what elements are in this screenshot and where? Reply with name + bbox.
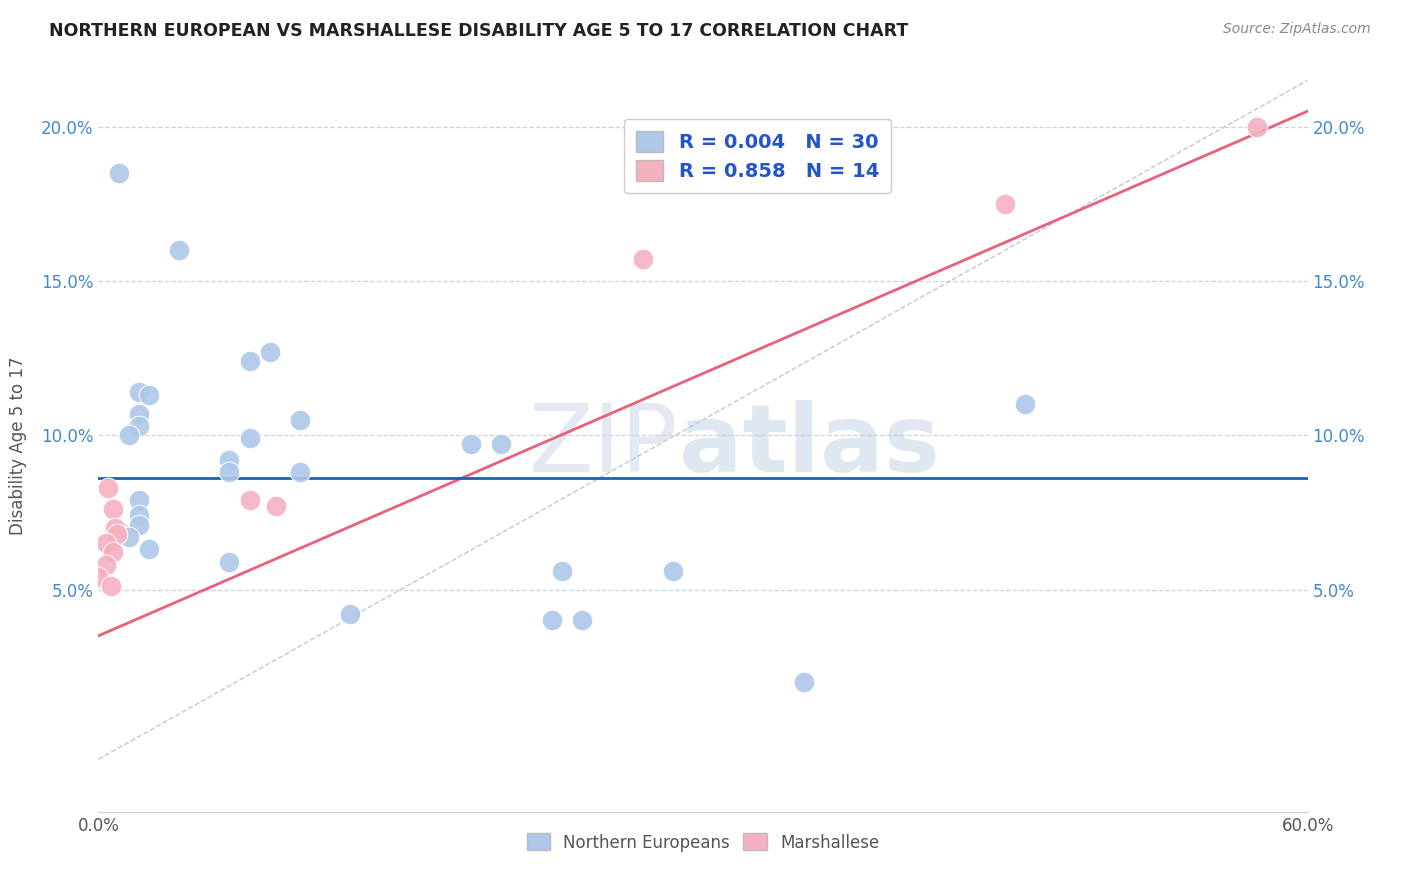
Point — [96, 558, 118, 572]
Point — [259, 344, 281, 359]
Point — [97, 481, 120, 495]
Point — [107, 524, 129, 538]
Point — [118, 428, 141, 442]
Point — [218, 555, 240, 569]
Point — [1014, 397, 1036, 411]
Point — [491, 437, 513, 451]
Point — [103, 521, 125, 535]
Point — [994, 196, 1017, 211]
Point — [239, 493, 262, 508]
Point — [1246, 120, 1268, 134]
Point — [218, 465, 240, 479]
Point — [288, 413, 311, 427]
Point — [460, 437, 482, 451]
Point — [101, 545, 124, 559]
Point — [107, 166, 129, 180]
Point — [218, 453, 240, 467]
Point — [128, 508, 150, 523]
Point — [793, 675, 815, 690]
Point — [128, 419, 150, 434]
Point — [631, 252, 654, 267]
Point — [128, 384, 150, 399]
Point — [128, 493, 150, 508]
Point — [239, 431, 262, 445]
Point — [661, 564, 683, 578]
Text: atlas: atlas — [679, 400, 939, 492]
Text: ZIP: ZIP — [529, 400, 679, 492]
Point — [551, 564, 574, 578]
Text: Source: ZipAtlas.com: Source: ZipAtlas.com — [1223, 22, 1371, 37]
Point — [138, 542, 160, 557]
Point — [100, 579, 122, 593]
Point — [239, 354, 262, 368]
Text: NORTHERN EUROPEAN VS MARSHALLESE DISABILITY AGE 5 TO 17 CORRELATION CHART: NORTHERN EUROPEAN VS MARSHALLESE DISABIL… — [49, 22, 908, 40]
Point — [339, 607, 361, 622]
Point — [118, 530, 141, 544]
Point — [96, 536, 118, 550]
Point — [264, 499, 287, 513]
Point — [128, 407, 150, 421]
Legend: Northern Europeans, Marshallese: Northern Europeans, Marshallese — [520, 827, 886, 858]
Point — [288, 465, 311, 479]
Point — [571, 613, 593, 627]
Point — [167, 243, 190, 257]
Point — [138, 388, 160, 402]
Point — [87, 570, 110, 584]
Point — [101, 502, 124, 516]
Point — [105, 527, 128, 541]
Point — [540, 613, 562, 627]
Point — [128, 517, 150, 532]
Y-axis label: Disability Age 5 to 17: Disability Age 5 to 17 — [10, 357, 27, 535]
